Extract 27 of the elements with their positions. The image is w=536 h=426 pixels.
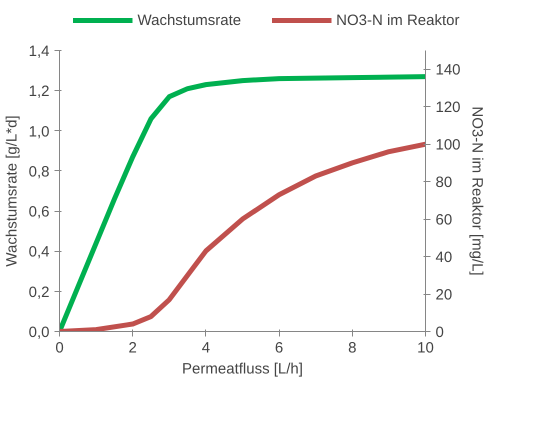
x-tick-label: 8 <box>348 340 356 356</box>
y2-tick-label: 40 <box>436 249 452 266</box>
y2-axis-title: NO3-N im Reaktor [mg/L] <box>468 106 486 276</box>
x-tick-label: 4 <box>202 340 210 356</box>
y-axis-title: Wachstumsrate [g/L*d] <box>4 115 21 267</box>
y-tick-label: 1,2 <box>28 83 50 100</box>
y2-tick-label: 0 <box>436 324 444 341</box>
x-axis-title: Permeatfluss [L/h] <box>182 360 303 378</box>
y2-tick-label: 20 <box>436 286 452 304</box>
y2-tick-label: 140 <box>436 62 461 79</box>
x-tick-label: 2 <box>128 340 137 356</box>
x-tick-label: 10 <box>417 340 434 356</box>
x-tick-label: 0 <box>55 340 64 356</box>
y2-tick-label: 60 <box>436 212 452 229</box>
y2-tick-label: 100 <box>436 136 461 154</box>
y-tick-label: 1,0 <box>28 123 50 140</box>
y2-tick-label: 80 <box>436 174 452 192</box>
y-tick-label: 0,2 <box>28 284 50 301</box>
y-tick-label: 0,4 <box>28 244 50 261</box>
y2-tick-label: 120 <box>436 99 461 116</box>
legend-label: NO3-N im Reaktor <box>336 12 460 28</box>
y-tick-label: 0,6 <box>28 204 50 221</box>
y-tick-label: 0,0 <box>28 324 50 341</box>
y-tick-label: 1,4 <box>28 43 50 60</box>
y-tick-label: 0,8 <box>28 163 50 180</box>
x-tick-label: 6 <box>274 340 284 356</box>
legend-label: Wachstumsrate <box>138 12 242 28</box>
